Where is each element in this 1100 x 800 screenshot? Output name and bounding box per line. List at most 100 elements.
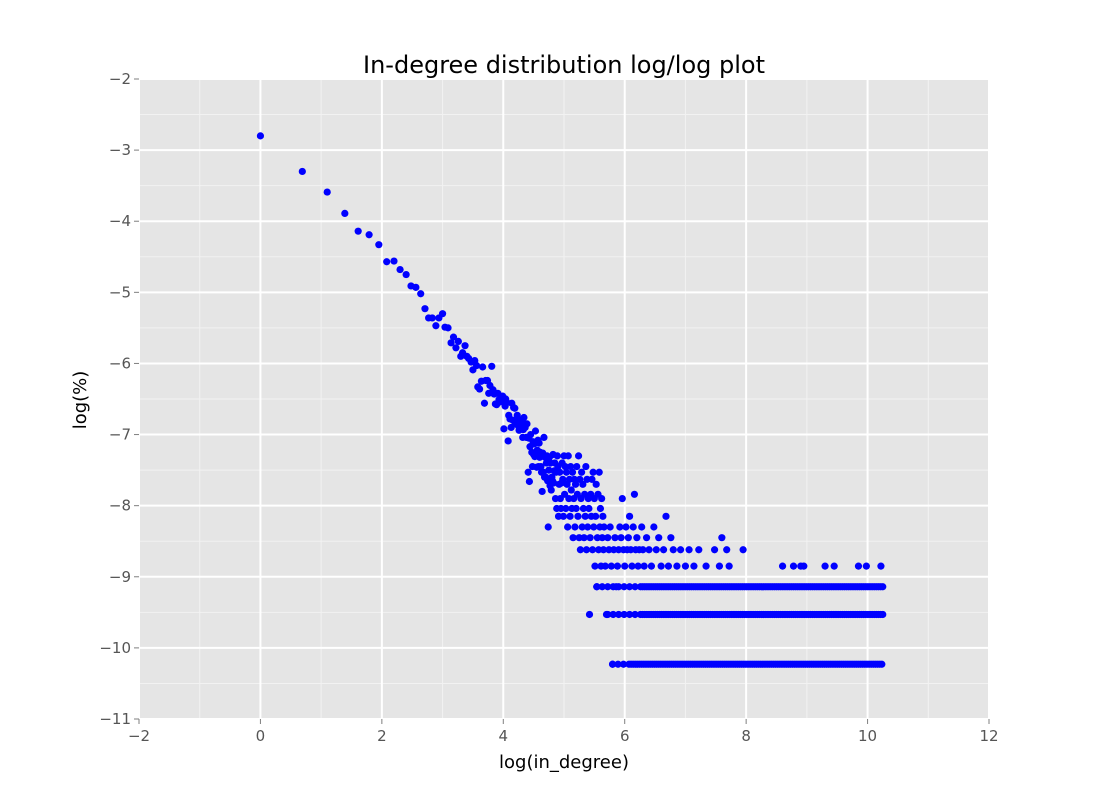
data-point	[454, 337, 462, 345]
data-point	[574, 452, 583, 460]
data-point	[585, 504, 593, 513]
data-point	[504, 437, 512, 445]
data-point	[572, 504, 580, 513]
data-point	[531, 427, 540, 435]
data-point	[614, 660, 622, 668]
y-tick-label: −8	[109, 497, 131, 515]
data-point	[553, 452, 561, 460]
data-point	[625, 512, 634, 520]
data-point	[449, 333, 458, 341]
data-point	[544, 523, 552, 531]
data-point	[613, 562, 622, 570]
data-point	[702, 562, 710, 570]
data-point	[298, 167, 306, 176]
data-point	[673, 562, 681, 570]
data-point	[592, 480, 600, 488]
data-point	[581, 512, 589, 520]
data-point	[862, 562, 870, 570]
data-point	[511, 404, 519, 412]
data-point	[590, 523, 598, 531]
data-point	[604, 583, 612, 591]
data-point	[571, 523, 579, 531]
data-point	[878, 660, 886, 668]
y-tick-label: −3	[109, 141, 131, 159]
data-point	[718, 534, 726, 542]
data-point	[564, 523, 572, 531]
data-point	[604, 610, 612, 619]
data-point	[598, 534, 606, 542]
data-point	[642, 534, 651, 542]
data-point	[438, 310, 447, 318]
data-point	[821, 562, 829, 570]
data-point	[566, 512, 574, 520]
data-point	[595, 468, 603, 476]
data-point	[520, 413, 528, 422]
data-point	[584, 523, 592, 531]
data-points	[256, 132, 887, 668]
data-point	[715, 562, 724, 570]
data-point	[576, 546, 584, 554]
data-point	[402, 270, 410, 279]
data-point	[620, 583, 628, 591]
y-tick-label: −11	[99, 710, 131, 728]
data-point	[640, 562, 648, 570]
data-point	[444, 324, 452, 332]
data-point	[569, 534, 577, 542]
data-point	[428, 314, 436, 322]
x-tick-label: 2	[377, 727, 387, 745]
data-point	[624, 534, 632, 542]
data-point	[621, 562, 629, 570]
data-point	[593, 583, 601, 591]
data-point	[606, 523, 614, 531]
y-axis-label: log(%)	[70, 371, 91, 430]
data-point	[585, 610, 594, 619]
x-tick-label: 6	[620, 727, 630, 745]
data-point	[800, 562, 808, 570]
data-point	[615, 610, 623, 619]
data-point	[452, 344, 460, 352]
data-point	[588, 546, 597, 554]
data-point	[789, 562, 798, 570]
data-point	[589, 468, 597, 476]
data-point	[535, 439, 543, 447]
data-point	[630, 490, 639, 498]
data-point	[639, 546, 647, 554]
data-point	[479, 363, 487, 371]
data-point	[596, 504, 605, 513]
y-tick-label: −2	[109, 70, 131, 88]
data-point	[412, 283, 420, 291]
data-point	[591, 562, 599, 570]
data-point	[723, 546, 731, 554]
data-point	[564, 452, 572, 460]
data-point	[618, 494, 626, 503]
data-point	[461, 342, 469, 350]
data-point	[650, 523, 658, 531]
data-point	[710, 546, 719, 554]
data-point	[854, 562, 863, 570]
data-point	[625, 583, 634, 591]
data-point	[616, 523, 624, 531]
chart-title: In-degree distribution log/log plot	[363, 51, 765, 79]
data-point	[341, 209, 349, 217]
data-point	[550, 479, 558, 487]
data-point	[562, 468, 571, 476]
data-point	[879, 610, 887, 619]
data-point	[586, 534, 594, 542]
data-point	[574, 512, 582, 520]
data-point	[447, 339, 455, 347]
data-point	[488, 362, 496, 370]
data-point	[622, 523, 630, 531]
data-point	[662, 512, 670, 520]
data-point	[540, 433, 548, 441]
data-point	[256, 132, 265, 140]
data-point	[634, 562, 642, 570]
data-point	[562, 504, 570, 513]
x-tick-label: 10	[858, 727, 877, 745]
data-point	[568, 468, 577, 476]
data-point	[631, 610, 639, 619]
data-point	[609, 610, 617, 619]
data-point	[611, 534, 619, 542]
y-tick-label: −4	[109, 212, 131, 230]
data-point	[645, 546, 653, 554]
x-tick-label: 12	[979, 727, 998, 745]
